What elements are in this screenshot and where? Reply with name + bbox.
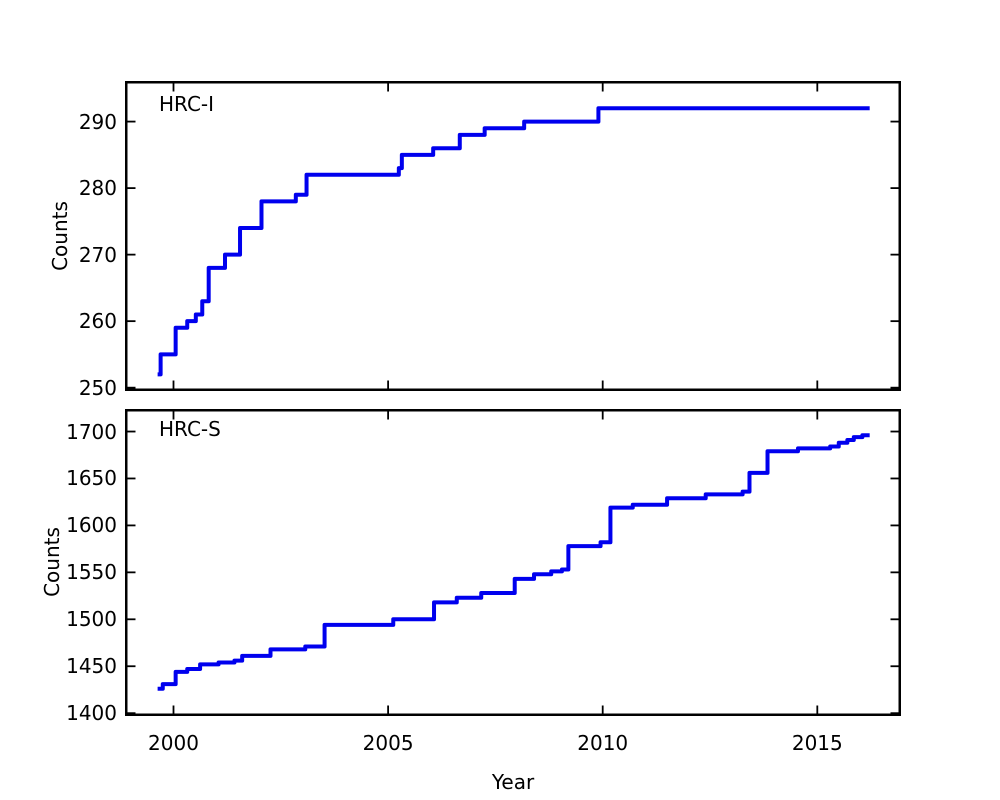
subplot-hrc-i: [125, 81, 901, 391]
y-tick-label: 1500: [66, 607, 117, 632]
x-tick-label: 2010: [577, 731, 629, 755]
x-tick-label: 2005: [362, 731, 414, 755]
axes-border: [125, 81, 901, 391]
tick-marks: [127, 411, 899, 715]
y-tick-label: 270: [78, 242, 117, 267]
x-tick-label: 2000: [148, 731, 199, 755]
y-tick-label: 280: [78, 176, 117, 201]
hrc-i-label: HRC-I: [159, 92, 215, 116]
hrc-s-label: HRC-S: [159, 417, 221, 441]
y-tick-label: 1450: [66, 654, 117, 679]
tick-marks: [127, 83, 899, 389]
data-line-hrc-i: [157, 106, 870, 377]
y-tick-label: 1600: [66, 513, 117, 538]
y-tick-label: 1400: [66, 701, 117, 726]
axes-border: [125, 409, 901, 716]
plot-canvas-hrc-i: [125, 81, 901, 391]
y-tick-label: 260: [78, 309, 117, 334]
subplot-hrc-s: [125, 409, 901, 716]
x-axis-label: Year: [491, 770, 535, 794]
y-tick-label: 1700: [66, 419, 117, 444]
x-tick-label: 2015: [791, 731, 843, 755]
y-tick-label: 290: [78, 109, 117, 134]
y-tick-label: 250: [78, 375, 117, 400]
data-line-hrc-s: [157, 433, 870, 691]
plot-canvas-hrc-s: [125, 409, 901, 716]
y-tick-label: 1550: [66, 560, 117, 585]
y-tick-label: 1650: [66, 466, 117, 491]
